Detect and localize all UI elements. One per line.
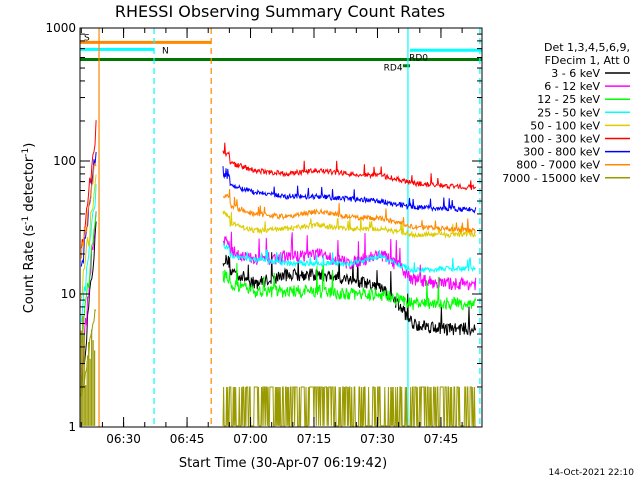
series-line-main	[222, 252, 477, 337]
series-line-early	[80, 174, 97, 299]
x-axis-label: Start Time (30-Apr-07 06:19:42)	[179, 456, 387, 471]
flag-label-n: N	[162, 46, 169, 56]
legend-label: 12 - 25 keV	[537, 93, 600, 106]
x-tick-label: 06:45	[170, 432, 205, 446]
series-line-main	[222, 189, 476, 234]
x-tick-label: 07:45	[424, 432, 459, 446]
legend-header-2: FDecim 1, Att 0	[545, 54, 630, 67]
series-line-early	[80, 162, 97, 259]
series-line-main	[222, 242, 476, 275]
y-axis-ticks: 1 10 100 1000	[45, 21, 482, 434]
legend-label: 800 - 7000 keV	[516, 159, 600, 172]
x-tick-label: 07:00	[233, 432, 268, 446]
series-line-main	[222, 231, 477, 291]
legend-label: 50 - 100 keV	[530, 119, 600, 132]
y-tick-label: 10	[61, 287, 76, 301]
x-tick-label: 07:15	[297, 432, 332, 446]
flag-label-rd0: RD0	[409, 53, 428, 63]
series-50-100kev	[80, 174, 476, 299]
y-tick-label: 1	[68, 420, 76, 434]
x-tick-label: 06:30	[106, 432, 141, 446]
y-tick-label: 1000	[45, 21, 76, 35]
date-stamp: 14-Oct-2021 22:10	[549, 468, 635, 478]
flag-label-s: S	[84, 33, 90, 43]
legend-label: 25 - 50 keV	[537, 106, 600, 119]
legend-label: 300 - 800 keV	[523, 146, 600, 159]
x-tick-label: 07:30	[360, 432, 395, 446]
series-line-main	[222, 142, 477, 191]
legend-header-1: Det 1,3,4,5,6,9,	[544, 41, 630, 54]
series-12-25kev	[80, 213, 477, 344]
y-axis-label: Count Rate (s-1 detector-1)	[21, 143, 37, 314]
series-line-main	[222, 263, 477, 311]
y-tick-label: 100	[53, 154, 76, 168]
flags-group: S N RD4 RD0	[80, 33, 482, 73]
legend-label: 100 - 300 keV	[523, 133, 600, 146]
chart-title: RHESSI Observing Summary Count Rates	[115, 2, 445, 21]
series-line-main	[222, 210, 476, 239]
series-line-early	[80, 213, 97, 344]
series-line-main	[222, 166, 477, 214]
series-line-main	[222, 386, 476, 427]
legend: Det 1,3,4,5,6,9, FDecim 1, Att 0 3 - 6 k…	[502, 41, 630, 185]
series-800-7000kev	[80, 162, 476, 259]
x-axis-ticks: 06:30 06:45 07:00 07:15 07:30 07:45	[80, 28, 463, 446]
legend-label: 3 - 6 keV	[551, 67, 600, 80]
legend-label: 6 - 12 keV	[544, 80, 600, 93]
legend-label: 7000 - 15000 keV	[502, 172, 600, 185]
flag-label-rd4: RD4	[384, 63, 403, 73]
plot-frame	[79, 27, 483, 428]
